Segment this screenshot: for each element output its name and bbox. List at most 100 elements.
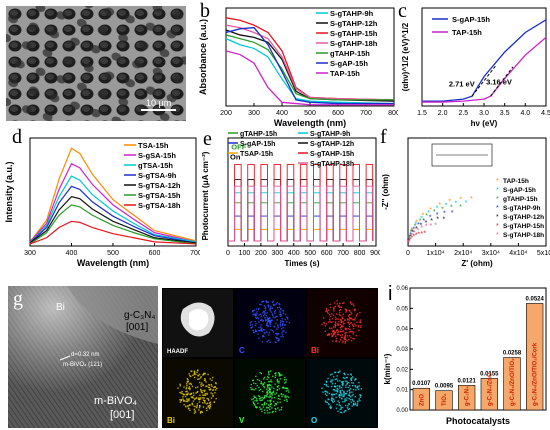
eis-legend-marker: * <box>496 232 499 239</box>
eds-map-dot <box>348 394 351 396</box>
eds-map-dot <box>336 391 339 393</box>
scale-bar-label: 10 μm <box>146 98 171 108</box>
eds-map-dot <box>281 332 283 334</box>
eds-map-dot <box>259 371 261 374</box>
eds-map-dot <box>330 399 333 401</box>
eds-map-dot <box>266 388 268 390</box>
eds-map-label: HAADF <box>167 349 188 355</box>
eds-map-dot <box>255 316 257 318</box>
eds-map-dot <box>333 400 336 402</box>
eds-map-dot <box>354 402 357 404</box>
eds-map-dot <box>193 376 196 379</box>
eds-map-dot <box>187 398 189 401</box>
eds-map-dot <box>207 405 210 407</box>
rate-bar <box>458 385 476 411</box>
eds-map-dot <box>255 314 257 317</box>
eds-map-dot <box>250 383 252 386</box>
eis-data-point: * <box>455 201 458 208</box>
tauc-annotation: 2.71 eV <box>449 79 475 88</box>
eds-map-dot <box>208 402 211 404</box>
eds-map-dot <box>181 390 183 393</box>
eds-map-image: C <box>239 300 291 355</box>
abs-series-line <box>225 24 395 101</box>
eds-map-dot <box>271 394 273 396</box>
eds-map-dot <box>332 321 334 323</box>
eds-map-dot <box>262 300 265 303</box>
eds-map-dot <box>329 303 331 306</box>
eis-legend-marker: * <box>496 205 499 212</box>
eds-map-dot <box>350 330 352 333</box>
eis-data-point: * <box>450 205 453 212</box>
eds-map-dot <box>202 389 204 392</box>
pl-x-tick-label: 700 <box>190 250 200 257</box>
eds-map-dot <box>256 378 259 381</box>
eds-map-dot <box>331 327 333 329</box>
eds-map-dot <box>346 397 348 399</box>
eds-map-dot <box>186 400 189 402</box>
eds-map-dot <box>336 385 339 387</box>
eds-map-dot <box>201 382 203 384</box>
eds-map-dot <box>198 397 200 399</box>
eds-map-dot <box>251 326 253 328</box>
eds-map-dot <box>341 384 344 387</box>
eds-map-dot <box>321 387 323 389</box>
eds-map-dot <box>253 309 256 312</box>
eis-data-point: * <box>433 209 436 216</box>
tauc-tangent-line <box>490 66 514 97</box>
eds-map-dot <box>194 410 196 412</box>
eds-map-dot <box>268 384 270 387</box>
eds-map-dot <box>252 309 254 312</box>
rate-category-label: g-C₃N₄/ZnO/TiO₂/Cork <box>533 342 539 406</box>
rate-bar-value-label: 0.0155 <box>480 371 499 377</box>
eds-map-dot <box>256 312 258 315</box>
eds-map-dot <box>277 372 280 374</box>
eds-map-dot <box>274 309 277 312</box>
eds-map-dot <box>255 375 257 378</box>
eds-map-dot <box>253 313 255 315</box>
eds-map-dot <box>343 336 346 338</box>
eis-legend-marker: * <box>496 223 499 230</box>
eds-map-dot <box>266 322 268 325</box>
eds-map-dot <box>341 386 343 389</box>
eds-map-dot <box>337 380 339 382</box>
eds-map-dot <box>331 330 334 333</box>
eds-map-dot <box>266 321 269 323</box>
eds-map-dot <box>282 386 284 389</box>
eds-map-dot <box>276 332 278 335</box>
eds-map-dot <box>327 333 329 336</box>
eds-map-dot <box>326 390 328 393</box>
rate-bar-value-label: 0.0095 <box>435 384 454 390</box>
eds-map-dot <box>333 376 335 378</box>
eds-map-dot <box>341 325 343 327</box>
eds-map-dot <box>347 328 350 330</box>
eds-map-dot <box>208 386 211 389</box>
eis-data-point: * <box>459 204 462 211</box>
eds-map-dot <box>341 330 343 333</box>
eds-map-dot <box>329 320 331 322</box>
pc-legend-entry: S-gTAHP-15h <box>310 151 354 158</box>
eds-map-dot <box>267 320 270 322</box>
eds-map-dot <box>191 403 194 406</box>
eds-map-dot <box>341 383 343 386</box>
eis-data-point: * <box>438 202 441 209</box>
eds-map-dot <box>339 391 341 394</box>
eds-map-dot <box>339 330 342 333</box>
eds-map-dot <box>348 389 351 392</box>
eds-map-dot <box>281 320 284 323</box>
rate-y-tick-label: 0.00 <box>396 408 408 414</box>
eds-map-dot <box>278 394 280 397</box>
eds-map-dot <box>195 373 197 376</box>
eds-map-dot <box>337 331 339 334</box>
eds-map-dot <box>324 400 327 402</box>
eds-map-dot <box>336 378 338 380</box>
eds-map-dot <box>332 398 335 400</box>
eds-map-dot <box>337 305 339 307</box>
eds-map-dot <box>263 311 266 313</box>
eds-map-dot <box>269 394 271 396</box>
eds-map-dot <box>214 389 217 391</box>
hrtem-image: g Bi g-C₃N₄ [001] d=0.32 nm m-BiVO₄ (121… <box>8 286 158 428</box>
eds-map-dot <box>333 389 336 391</box>
eds-map-dot <box>353 319 356 321</box>
eds-map-dot <box>325 323 328 325</box>
eis-legend-marker: * <box>496 196 499 203</box>
